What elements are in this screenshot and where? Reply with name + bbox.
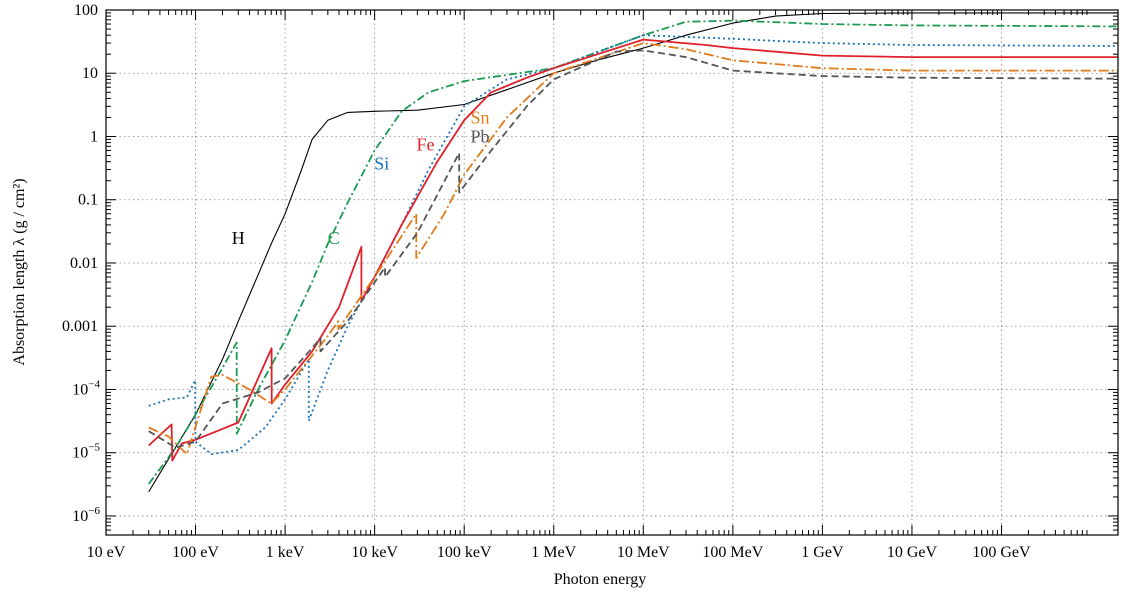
y-tick-label: 10 bbox=[82, 65, 98, 82]
x-tick-label: 100 eV bbox=[172, 544, 219, 561]
y-tick-label: 0.1 bbox=[78, 192, 98, 209]
series-line-fe bbox=[148, 38, 1118, 462]
series-label-si: Si bbox=[374, 154, 389, 174]
x-axis-label: Photon energy bbox=[554, 571, 647, 588]
y-tick-label: 0.01 bbox=[70, 255, 98, 272]
y-tick-label: 0.001 bbox=[62, 318, 98, 335]
y-tick-label: 100 bbox=[74, 2, 98, 19]
series-label-c: C bbox=[328, 228, 340, 248]
x-tick-label: 100 MeV bbox=[702, 544, 763, 561]
x-tick-label: 100 keV bbox=[437, 544, 492, 561]
x-tick-label: 10 eV bbox=[87, 544, 126, 561]
series-line-pb bbox=[148, 49, 1119, 449]
x-tick-label: 1 MeV bbox=[531, 544, 576, 561]
grid-lines bbox=[105, 9, 1118, 535]
x-tick-label: 1 GeV bbox=[801, 544, 844, 561]
series-label-pb: Pb bbox=[470, 127, 489, 147]
plot-frame bbox=[105, 9, 1119, 536]
series-line-c bbox=[147, 19, 1119, 485]
x-tick-labels: 10 eV 100 eV 1 keV 10 keV 100 keV 1 MeV 10 MeV… bbox=[87, 544, 1031, 561]
y-tick-label: 10−4 bbox=[72, 378, 100, 398]
x-tick-label: 100 GeV bbox=[972, 544, 1031, 561]
series-line-sn bbox=[148, 42, 1118, 455]
x-tick-label: 1 keV bbox=[266, 544, 305, 561]
series-label-sn: Sn bbox=[470, 108, 489, 128]
x-tick-label: 10 keV bbox=[351, 544, 398, 561]
y-tick-label: 1 bbox=[90, 128, 98, 145]
series-label-fe: Fe bbox=[417, 135, 435, 155]
y-tick-labels: 10−6 10−5 10−4 0.001 0.01 0.1 1 10 100 bbox=[62, 2, 100, 525]
series-lines bbox=[147, 12, 1119, 493]
series-line-h bbox=[148, 12, 1118, 493]
series-line-si bbox=[148, 34, 1119, 455]
axis-ticks bbox=[105, 9, 1119, 536]
series-label-h: H bbox=[232, 228, 245, 248]
y-tick-label: 10−5 bbox=[72, 442, 100, 462]
y-tick-label: 10−6 bbox=[72, 505, 100, 525]
y-axis-label: Absorption length λ (g / cm²) bbox=[11, 178, 28, 365]
x-tick-label: 10 MeV bbox=[617, 544, 670, 561]
x-tick-label: 10 GeV bbox=[887, 544, 938, 561]
